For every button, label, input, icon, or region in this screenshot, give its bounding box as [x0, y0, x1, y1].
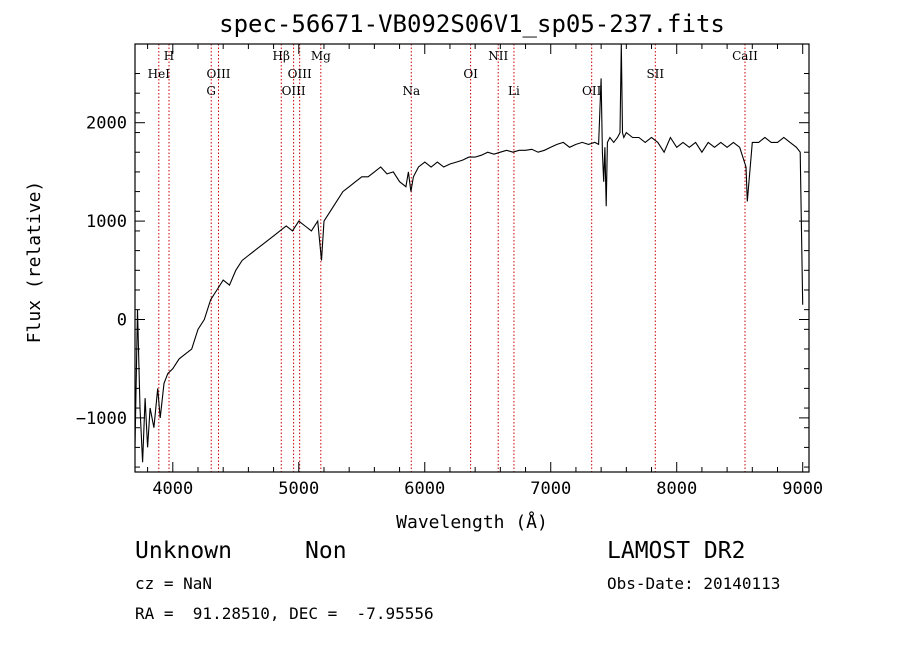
- line-marker-label: Hβ: [273, 49, 290, 63]
- redshift-cz: cz = NaN: [135, 574, 213, 593]
- x-tick-label: 9000: [782, 479, 823, 499]
- line-marker-label: NII: [488, 49, 508, 63]
- x-tick-label: 6000: [404, 479, 445, 499]
- line-marker-label: SII: [646, 67, 664, 81]
- axis-ticks: 4000 5000 6000 7000 8000 9000 −1000 0 1000 2000: [76, 44, 823, 499]
- line-marker-label: OII: [582, 84, 602, 98]
- x-tick-label: 7000: [530, 479, 571, 499]
- coordinates: RA = 91.28510, DEC = -7.95556: [135, 604, 434, 623]
- y-tick-label: 2000: [86, 114, 127, 134]
- chart-title: spec-56671-VB092S06V1_sp05-237.fits: [219, 10, 725, 38]
- line-marker-label: HeI: [148, 67, 171, 81]
- line-marker-label: Na: [402, 84, 420, 98]
- x-tick-label: 8000: [656, 479, 697, 499]
- line-marker-label: Mg: [311, 49, 331, 63]
- line-marker-label: G: [206, 84, 216, 98]
- survey-name: LAMOST DR2: [607, 538, 746, 564]
- object-class: Unknown: [135, 538, 232, 564]
- x-axis-label: Wavelength (Å): [396, 511, 548, 533]
- obs-date: Obs-Date: 20140113: [607, 574, 781, 593]
- y-tick-label: −1000: [76, 409, 127, 429]
- line-marker-label: OIII: [206, 67, 230, 81]
- line-marker-label: OI: [463, 67, 478, 81]
- y-tick-label: 0: [117, 310, 127, 330]
- line-marker-label: Li: [508, 84, 520, 98]
- object-subclass: Non: [305, 538, 347, 564]
- plot-frame: [134, 43, 810, 473]
- x-tick-label: 5000: [278, 479, 319, 499]
- line-marker-label: CaII: [732, 49, 758, 63]
- line-marker-label: OIII: [282, 84, 306, 98]
- spectrum-line: [134, 43, 804, 463]
- y-tick-label: 1000: [86, 212, 127, 232]
- line-marker-label: H: [164, 49, 174, 63]
- line-marker-label: OIII: [288, 67, 312, 81]
- x-tick-label: 4000: [152, 479, 193, 499]
- y-axis-label: Flux (relative): [24, 181, 45, 344]
- line-markers: H HeI OIII G Hβ OIII OIII Mg Na OI NII Li OII SII CaII: [148, 44, 758, 472]
- spectrum-series: [134, 43, 804, 463]
